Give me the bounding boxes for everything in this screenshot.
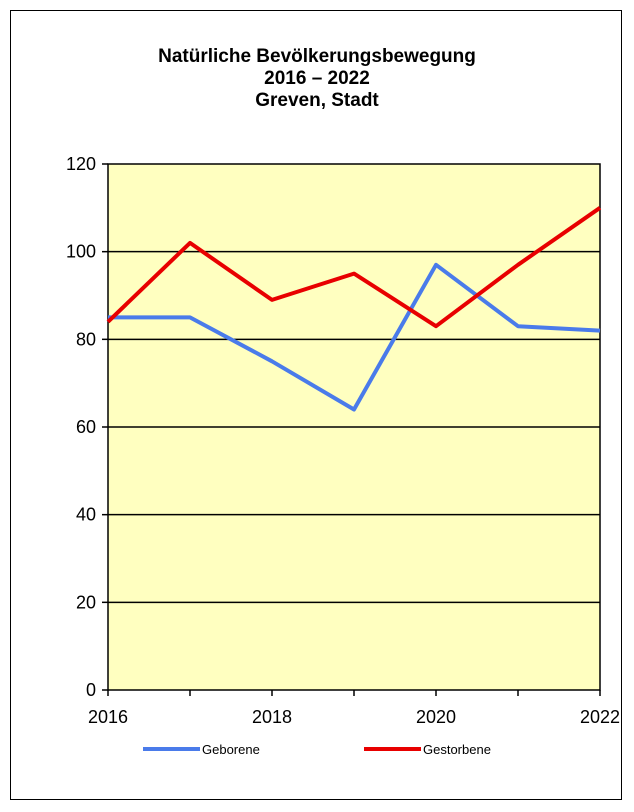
chart-title-line-1: Natürliche Bevölkerungsbewegung (158, 46, 476, 67)
y-tick-label-120: 120 (66, 154, 96, 174)
y-tick-label-20: 20 (76, 592, 96, 612)
chart-title-line-2: 2016 – 2022 (264, 68, 370, 89)
x-tick-label-2020: 2020 (416, 707, 456, 727)
x-tick-label-2018: 2018 (252, 707, 292, 727)
x-tick-label-2016: 2016 (88, 707, 128, 727)
legend-label-gestorbene: Gestorbene (423, 742, 491, 757)
y-tick-label-100: 100 (66, 242, 96, 262)
x-tick-label-2022: 2022 (580, 707, 620, 727)
y-tick-label-0: 0 (86, 680, 96, 700)
chart-title-line-3: Greven, Stadt (255, 90, 379, 111)
series-line-geborene (108, 262, 601, 412)
y-tick-label-60: 60 (76, 417, 96, 437)
y-tick-label-40: 40 (76, 505, 96, 525)
y-tick-label-80: 80 (76, 329, 96, 349)
series-line-gestorbene (106, 206, 602, 329)
legend-label-geborene: Geborene (202, 742, 260, 757)
